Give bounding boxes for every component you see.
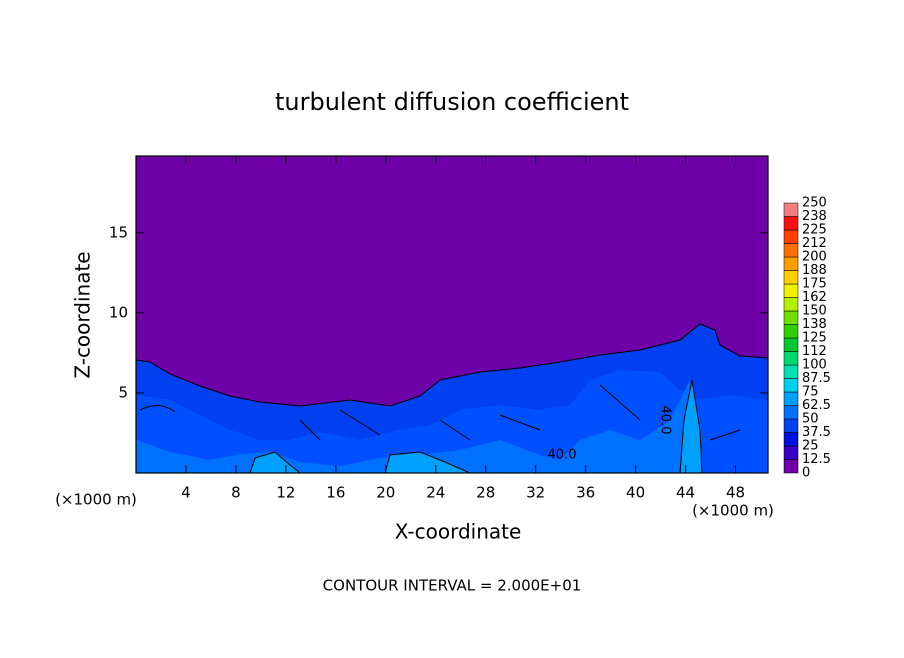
colorbar-swatch xyxy=(783,459,799,474)
x-tick-label: 24 xyxy=(426,484,445,502)
colorbar-swatch xyxy=(783,297,799,312)
colorbar-swatch xyxy=(783,418,799,433)
colorbar-swatch xyxy=(783,216,799,231)
colorbar-label: 238 xyxy=(802,209,827,224)
x-tick-label: 4 xyxy=(181,484,191,502)
contour-label: 40.0 xyxy=(548,448,577,463)
contour-interval-note: CONTOUR INTERVAL = 2.000E+01 xyxy=(323,577,582,595)
field xyxy=(135,156,769,474)
colorbar-swatch xyxy=(783,378,799,393)
colorbar-label: 50 xyxy=(802,412,819,427)
colorbar-label: 250 xyxy=(802,196,827,211)
y-axis-label: Z-coordinate xyxy=(71,251,95,378)
x-axis-label: X-coordinate xyxy=(395,520,522,544)
y-unit-label: (×1000 m) xyxy=(55,491,137,509)
colorbar-swatch xyxy=(783,364,799,379)
colorbar-label: 175 xyxy=(802,277,827,292)
x-tick-label: 32 xyxy=(526,484,545,502)
colorbar-label: 112 xyxy=(802,344,827,359)
colorbar-label: 37.5 xyxy=(802,425,831,440)
colorbar-swatch xyxy=(783,310,799,325)
x-tick-label: 12 xyxy=(276,484,295,502)
colorbar-label: 150 xyxy=(802,304,827,319)
colorbar-label: 162 xyxy=(802,290,827,305)
colorbar-swatch xyxy=(783,337,799,352)
region-light xyxy=(136,380,700,473)
x-tick-label: 40 xyxy=(626,484,645,502)
colorbar-swatch xyxy=(783,405,799,420)
colorbar-label: 62.5 xyxy=(802,398,831,413)
colorbar-label: 100 xyxy=(802,358,827,373)
colorbar-label: 225 xyxy=(802,223,827,238)
x-tick-label: 36 xyxy=(576,484,595,502)
colorbar-swatch xyxy=(783,391,799,406)
colorbar-swatch xyxy=(783,324,799,339)
colorbar-label: 0 xyxy=(802,466,810,481)
colorbar-label: 212 xyxy=(802,236,827,251)
colorbar-label: 138 xyxy=(802,317,827,332)
x-tick-label: 8 xyxy=(231,484,241,502)
x-tick-label: 28 xyxy=(476,484,495,502)
x-tick-label: 48 xyxy=(726,484,745,502)
y-tick-label: 5 xyxy=(118,383,128,401)
colorbar-swatch xyxy=(783,270,799,285)
y-tick-label: 15 xyxy=(109,223,128,241)
colorbar-label: 200 xyxy=(802,250,827,265)
colorbar-swatch xyxy=(783,256,799,271)
colorbar-label: 188 xyxy=(802,263,827,278)
colorbar-swatch xyxy=(783,229,799,244)
x-unit-label: (×1000 m) xyxy=(692,502,774,520)
contour-label: 40.0 xyxy=(658,406,673,435)
x-tick-label: 20 xyxy=(376,484,395,502)
colorbar-swatch xyxy=(783,202,799,217)
colorbar-label: 25 xyxy=(802,439,819,454)
x-tick-label: 44 xyxy=(676,484,695,502)
chart-title: turbulent diffusion coefficient xyxy=(275,88,629,116)
colorbar-swatch xyxy=(783,432,799,447)
colorbar-swatch xyxy=(783,243,799,258)
colorbar-swatch xyxy=(783,283,799,298)
colorbar-label: 87.5 xyxy=(802,371,831,386)
colorbar-label: 75 xyxy=(802,385,819,400)
x-tick-label: 16 xyxy=(326,484,345,502)
colorbar-swatch xyxy=(783,445,799,460)
plot-frame xyxy=(135,155,769,474)
contour-line xyxy=(139,384,741,441)
colorbar-swatch xyxy=(783,351,799,366)
colorbar-label: 125 xyxy=(802,331,827,346)
y-tick-label: 10 xyxy=(109,303,128,321)
colorbar-label: 12.5 xyxy=(802,452,831,467)
